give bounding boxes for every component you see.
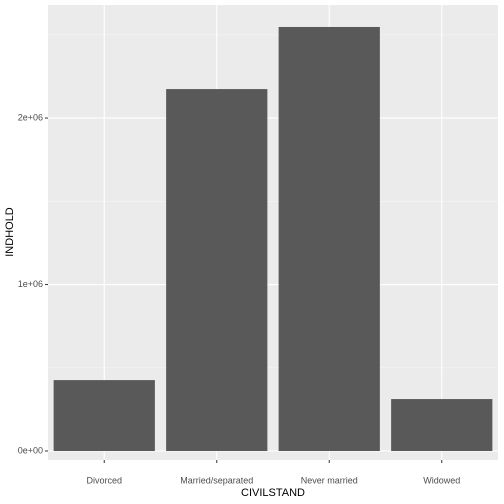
- bar: [53, 380, 155, 452]
- x-tick-label: Never married: [301, 475, 358, 485]
- x-tick-label: Widowed: [423, 475, 460, 485]
- bar: [391, 399, 493, 452]
- bar: [166, 89, 268, 452]
- x-axis-title: CIVILSTAND: [241, 487, 305, 499]
- x-tick-label: Divorced: [86, 475, 122, 485]
- x-tick-label: Married/separated: [180, 475, 253, 485]
- y-tick-label: 0e+00: [18, 445, 43, 455]
- y-axis-title: INDHOLD: [4, 207, 16, 257]
- y-tick-label: 2e+06: [18, 112, 43, 122]
- y-tick-label: 1e+06: [18, 279, 43, 289]
- bar: [278, 26, 380, 452]
